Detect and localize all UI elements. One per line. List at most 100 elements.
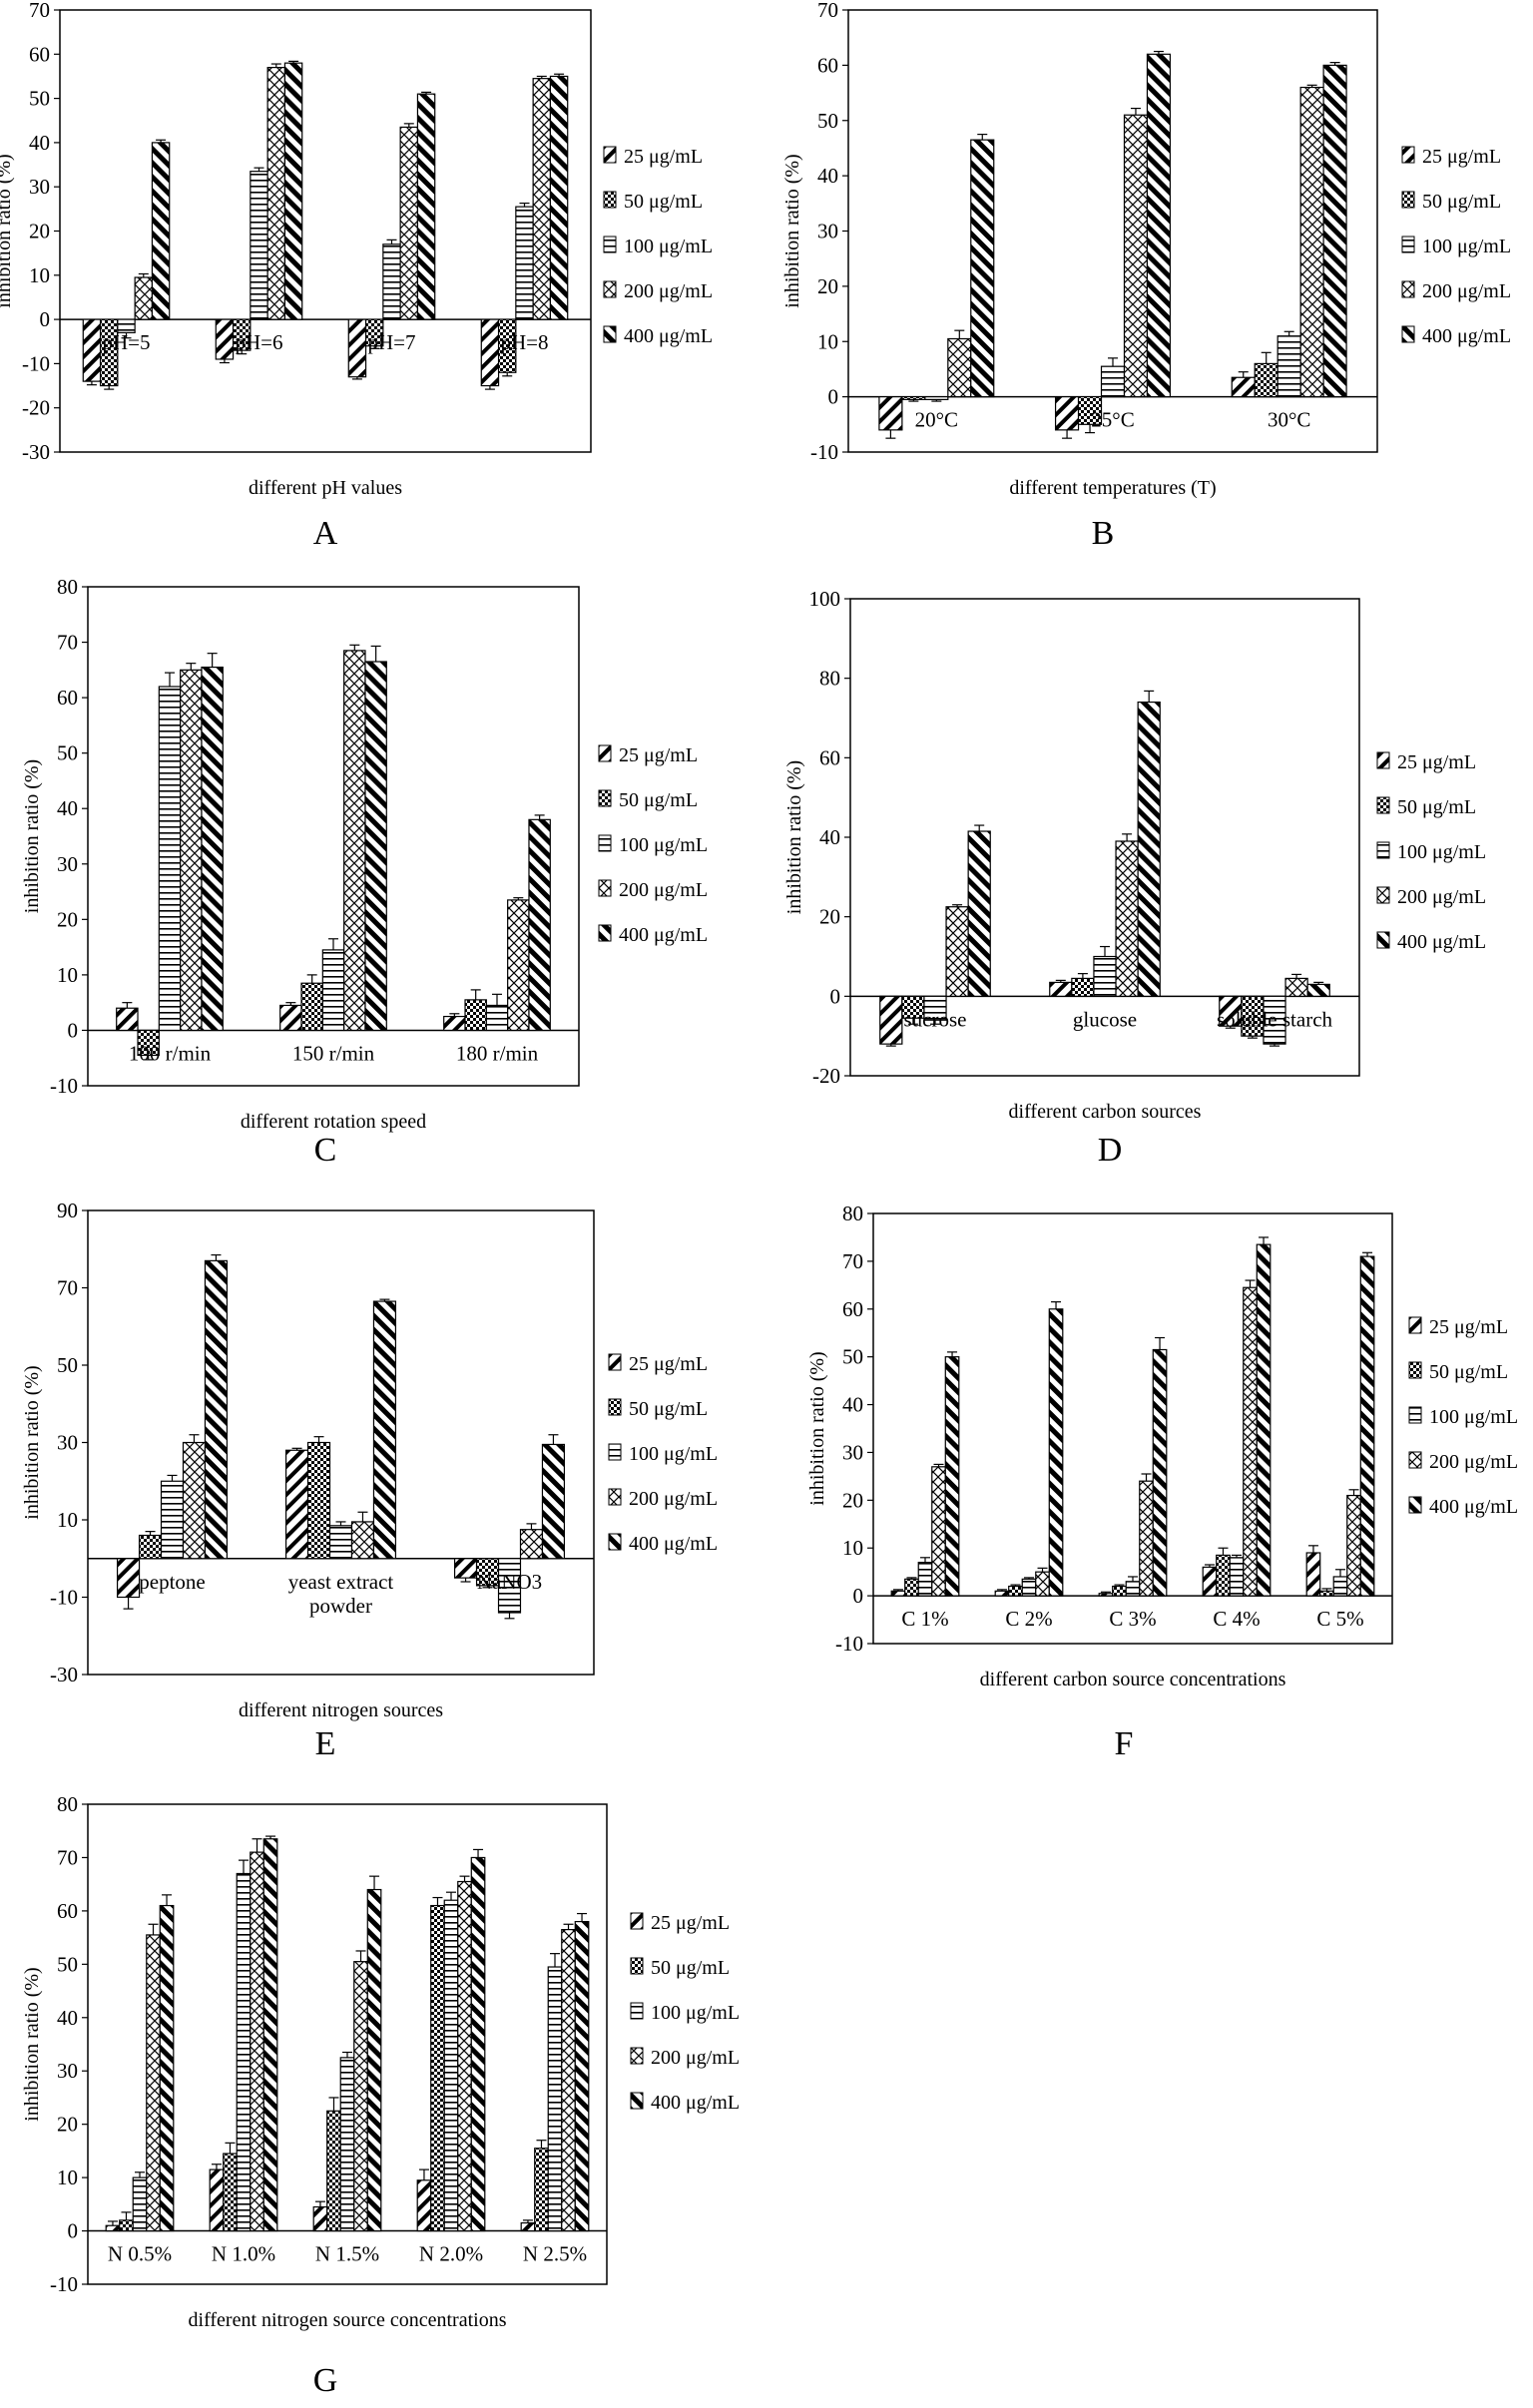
- bar: [347, 318, 367, 378]
- bar: [82, 318, 102, 382]
- bar: [464, 999, 487, 1032]
- panel-letter: D: [1098, 1132, 1123, 1169]
- panel-letter: F: [1115, 1725, 1134, 1762]
- legend-swatch: [598, 834, 612, 852]
- bar: [457, 1880, 472, 2232]
- y-tick-label: 40: [842, 1393, 863, 1417]
- bar: [547, 1966, 563, 2232]
- bar: [1306, 983, 1330, 997]
- bar: [1115, 840, 1139, 997]
- bar: [541, 1443, 566, 1560]
- chart-E: -30 -10 10 30 50 70 90 inhibition ratio (%) pept…: [21, 1199, 718, 1762]
- bar: [201, 666, 224, 1032]
- bar: [1231, 376, 1256, 398]
- bar: [561, 1928, 576, 2232]
- bar: [416, 2179, 432, 2232]
- bar: [159, 1904, 175, 2232]
- legend-label: 50 μg/mL: [629, 1398, 708, 1420]
- bar: [119, 2219, 134, 2232]
- bar: [1008, 1585, 1023, 1597]
- legend-label: 400 μg/mL: [629, 1533, 718, 1555]
- x-tick-label: C 4%: [1213, 1607, 1260, 1631]
- x-tick-label: C 1%: [901, 1607, 948, 1631]
- legend-swatch: [630, 2002, 644, 2020]
- legend-swatch: [598, 924, 612, 942]
- legend-swatch: [1408, 1361, 1422, 1379]
- x-tick-label: peptone: [139, 1570, 205, 1594]
- bar: [279, 1004, 302, 1032]
- bar: [1152, 1348, 1168, 1597]
- y-tick-label: 20: [819, 905, 840, 929]
- bar: [284, 1449, 309, 1560]
- legend-label: 400 μg/mL: [1422, 325, 1511, 347]
- y-tick-label: 10: [29, 263, 50, 287]
- legend-label: 200 μg/mL: [1397, 886, 1486, 908]
- y-tick-label: 50: [57, 1952, 78, 1976]
- legend-label: 25 μg/mL: [629, 1353, 708, 1375]
- bar: [1139, 1480, 1154, 1597]
- legend-label: 50 μg/mL: [1397, 796, 1476, 818]
- legend-label: 200 μg/mL: [1429, 1451, 1518, 1473]
- bar: [399, 126, 419, 320]
- y-tick-label: 40: [817, 164, 838, 188]
- y-tick-label: 0: [68, 2219, 79, 2243]
- bar: [116, 1558, 141, 1599]
- x-tick-label: 25°C: [1091, 408, 1134, 432]
- bar: [138, 1534, 163, 1560]
- y-tick-label: 60: [29, 42, 50, 66]
- legend-swatch: [598, 879, 612, 897]
- x-tick-label: NaNO3: [477, 1570, 542, 1594]
- y-tick-label: 70: [817, 0, 838, 22]
- legend-label: 25 μg/mL: [1429, 1316, 1508, 1338]
- y-tick-label: -10: [50, 1586, 78, 1610]
- x-axis-label: different temperatures (T): [1009, 477, 1216, 499]
- bar: [266, 66, 286, 320]
- legend-swatch: [608, 1353, 622, 1371]
- y-tick-label: 40: [57, 796, 78, 820]
- x-tick-label: 100 r/min: [129, 1041, 212, 1065]
- bar: [1125, 1581, 1141, 1597]
- y-tick-label: 80: [57, 575, 78, 599]
- chart-B: -10 0 10 20 30 40 50 60 70 inhibition ratio (%) 20…: [781, 0, 1511, 552]
- chart-G: -10 0 10 20 30 40 50 60 70 80 inhibition ratio (%)…: [21, 1792, 740, 2399]
- x-axis-label: different rotation speed: [241, 1111, 426, 1133]
- legend-label: 25 μg/mL: [651, 1912, 730, 1934]
- bar: [236, 1872, 252, 2232]
- legend-swatch: [603, 146, 617, 164]
- chart-C: -10 0 10 20 30 40 50 60 70 80 inhibition ratio (%)…: [21, 575, 708, 1169]
- bar: [1346, 1494, 1361, 1597]
- y-tick-label: 10: [57, 1508, 78, 1532]
- bar: [1093, 955, 1117, 997]
- bar: [182, 1441, 207, 1560]
- bar: [223, 2153, 238, 2232]
- bar: [209, 2168, 225, 2232]
- bar: [430, 1904, 445, 2232]
- y-tick-label: 90: [57, 1199, 78, 1222]
- bar: [300, 982, 323, 1032]
- bar: [215, 318, 235, 360]
- legend-swatch: [598, 744, 612, 762]
- x-tick-label: C 5%: [1316, 1607, 1363, 1631]
- chart-F: -10 0 10 20 30 40 50 60 70 80 inhibition ratio (%)…: [806, 1202, 1518, 1762]
- legend-label: 100 μg/mL: [651, 2002, 740, 2024]
- y-tick-label: 80: [57, 1792, 78, 1816]
- plot-frame: [87, 586, 580, 1087]
- chart-A: -30 -20 -10 0 10 20 30 40 50 60 70 inhibition ratio…: [0, 0, 713, 552]
- x-tick-label: N 0.5%: [108, 2242, 172, 2266]
- y-tick-label: 30: [842, 1440, 863, 1464]
- bar: [532, 78, 552, 320]
- x-tick-label: pH=7: [367, 330, 415, 354]
- x-tick-label: glucose: [1073, 1007, 1137, 1031]
- bar: [1021, 1578, 1037, 1597]
- bar: [372, 1300, 397, 1560]
- bar: [146, 1934, 161, 2232]
- bar: [204, 1259, 229, 1560]
- bar: [1146, 53, 1172, 398]
- bar: [520, 2221, 536, 2232]
- legend-swatch: [630, 2092, 644, 2110]
- bar: [364, 661, 387, 1032]
- y-tick-label: 70: [57, 1276, 78, 1300]
- y-tick-label: 60: [57, 1899, 78, 1923]
- bar: [1112, 1585, 1127, 1597]
